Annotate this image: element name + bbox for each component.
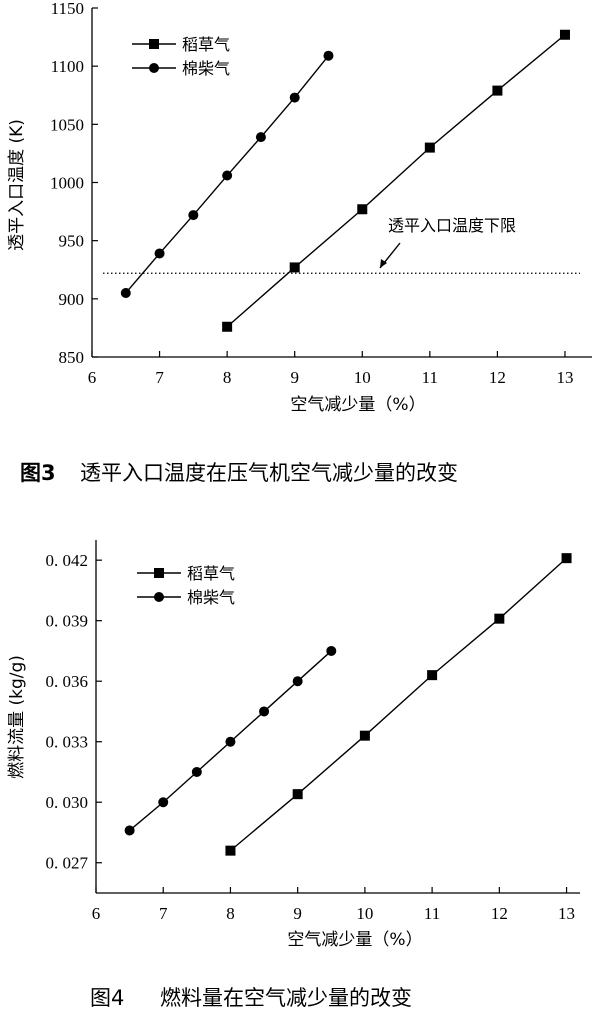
- x-tick-label: 11: [424, 904, 440, 923]
- data-point-circle: [326, 645, 337, 656]
- y-tick-label: 0. 039: [46, 612, 89, 631]
- y-tick-label: 1000: [50, 174, 84, 193]
- data-point-circle: [259, 706, 270, 717]
- data-point-square: [225, 845, 236, 856]
- data-point-square: [561, 553, 572, 564]
- x-tick-label: 6: [92, 904, 101, 923]
- data-point-square: [359, 730, 370, 741]
- y-tick-label: 900: [59, 290, 85, 309]
- data-point-circle: [191, 766, 202, 777]
- figure4-caption-number: 图4: [90, 986, 124, 1010]
- data-point-circle: [289, 92, 300, 103]
- data-point-circle: [292, 676, 303, 687]
- data-point-square: [427, 670, 438, 681]
- legend-label: 稻草气: [182, 35, 230, 54]
- data-point-square: [492, 85, 503, 96]
- x-tick-label: 9: [290, 368, 299, 387]
- x-tick-label: 11: [422, 368, 438, 387]
- x-tick-label: 8: [226, 904, 235, 923]
- x-tick-label: 8: [223, 368, 232, 387]
- y-tick-label: 0. 042: [46, 551, 89, 570]
- figure3-caption-text: 透平入口温度在压气机空气减少量的改变: [80, 461, 458, 485]
- data-point-circle: [323, 50, 334, 61]
- y-tick-label: 1050: [50, 115, 84, 134]
- y-tick-label: 0. 036: [46, 672, 89, 691]
- data-point-square: [357, 204, 368, 215]
- legend-marker-circle: [149, 63, 159, 73]
- legend-label: 棉柴气: [182, 59, 230, 78]
- y-tick-label: 1150: [51, 0, 84, 18]
- y-tick-label: 0. 027: [46, 854, 89, 873]
- figure3-caption-number: 图3: [20, 461, 56, 485]
- data-point-circle: [188, 210, 199, 221]
- data-point-circle: [154, 248, 165, 259]
- data-point-square: [494, 613, 505, 624]
- y-tick-label: 0. 033: [46, 733, 89, 752]
- x-tick-label: 10: [354, 368, 371, 387]
- y-axis-title: 燃料流量 (kg/g): [7, 655, 27, 779]
- data-point-square: [289, 262, 300, 273]
- x-tick-label: 7: [159, 904, 168, 923]
- y-tick-label: 950: [59, 232, 85, 251]
- y-axis-title: 透平入口温度 (K): [7, 119, 27, 251]
- data-point-circle: [222, 170, 233, 181]
- data-point-square: [292, 789, 303, 800]
- chart-fuel-flow: 0. 027 0. 030 0. 033 0. 036 0. 039 0. 042 6 7 8 9…: [7, 540, 580, 950]
- reference-line-label: 透平入口温度下限: [388, 216, 516, 235]
- data-point-square: [559, 29, 570, 40]
- legend-marker-circle: [154, 592, 164, 602]
- x-tick-label: 13: [556, 368, 573, 387]
- data-point-circle: [124, 825, 135, 836]
- data-point-circle: [158, 797, 169, 808]
- x-tick-label: 9: [293, 904, 302, 923]
- data-point-circle: [120, 288, 131, 299]
- annotation-arrow-head: [380, 259, 387, 268]
- series-line-rice-straw: [229, 557, 568, 852]
- figure4-caption-text: 燃料量在空气减少量的改变: [160, 986, 412, 1010]
- x-tick-label: 13: [558, 904, 575, 923]
- y-tick-label: 0. 030: [46, 793, 89, 812]
- x-tick-label: 12: [489, 368, 506, 387]
- y-tick-label: 850: [59, 348, 85, 367]
- data-point-square: [424, 142, 435, 153]
- x-axis-title: 空气减少量（%）: [290, 395, 425, 415]
- legend-marker-square: [154, 568, 164, 578]
- data-point-circle: [225, 736, 236, 747]
- chart-turbine-inlet-temperature: 850 900 950 1000 1050 1100 1150 6 7 8 9 10 11 12 13 空气减…: [7, 0, 592, 415]
- series-line-rice-straw: [226, 34, 566, 328]
- legend-label: 棉柴气: [187, 588, 235, 607]
- data-point-circle: [255, 132, 266, 143]
- x-tick-label: 12: [491, 904, 508, 923]
- x-tick-label: 6: [88, 368, 97, 387]
- x-tick-label: 10: [356, 904, 373, 923]
- legend-label: 稻草气: [187, 564, 235, 583]
- legend-marker-square: [149, 39, 159, 49]
- y-tick-label: 1100: [51, 57, 84, 76]
- data-point-square: [222, 321, 233, 332]
- x-tick-label: 7: [155, 368, 164, 387]
- x-axis-title: 空气减少量（%）: [287, 930, 422, 950]
